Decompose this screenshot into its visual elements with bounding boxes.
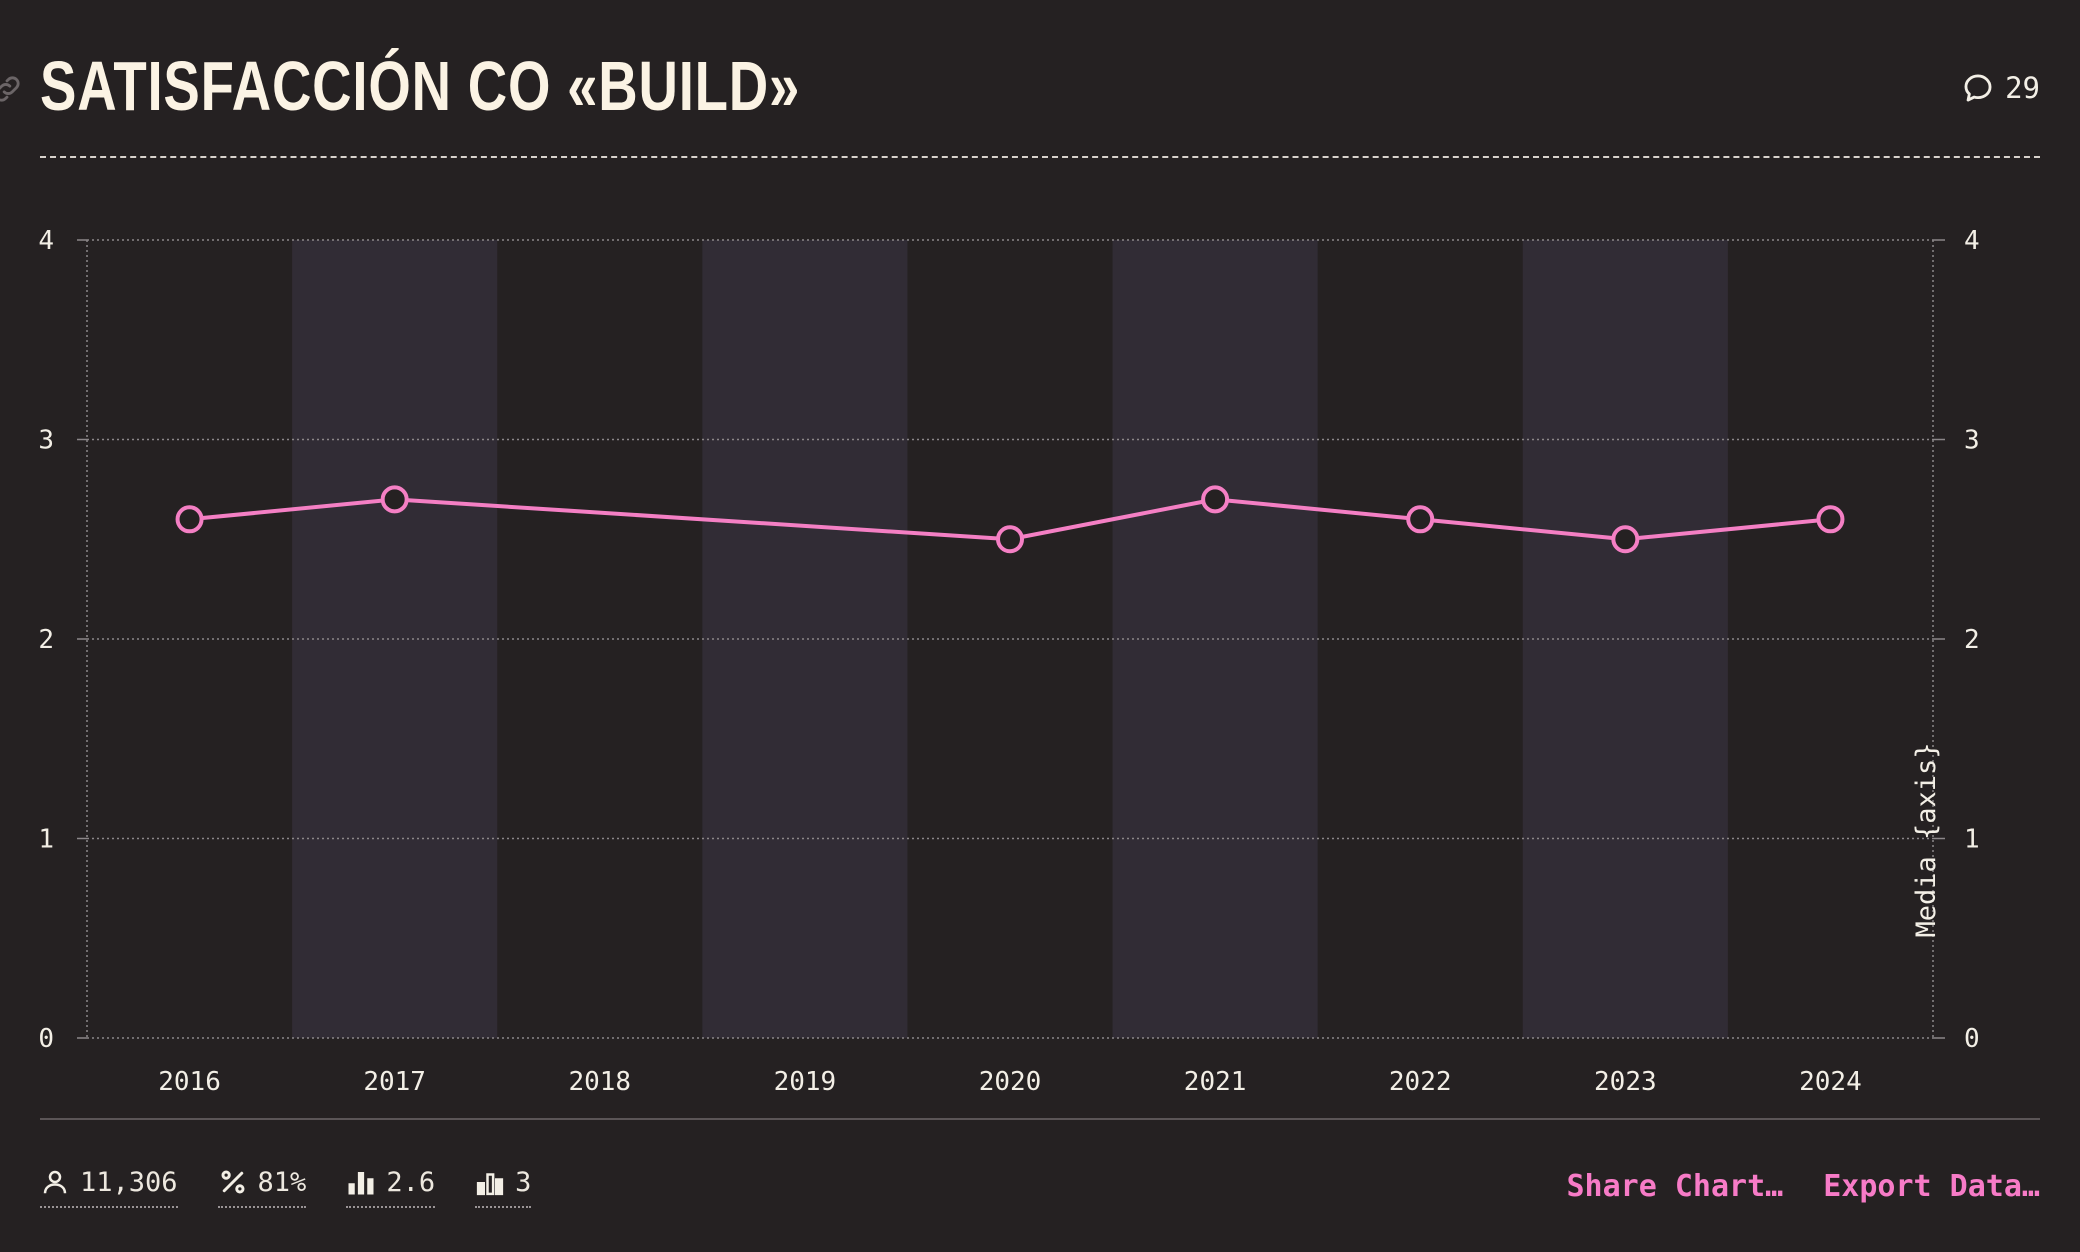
- y-tick-label: 1: [38, 825, 54, 855]
- x-tick-label: 2019: [774, 1067, 837, 1097]
- respondents-stat: 11,306: [40, 1164, 178, 1208]
- x-tick-label: 2017: [363, 1067, 426, 1097]
- bar-chart-icon: [348, 1172, 374, 1195]
- x-tick-label: 2021: [1184, 1067, 1247, 1097]
- line-chart: 0 0 1 1 2 2 3 3 4 4 2016 2017 2018 2019 2020 2021 2022 2…: [38, 226, 1980, 1097]
- link-icon[interactable]: [0, 72, 24, 106]
- x-tick-label: 2024: [1799, 1067, 1862, 1097]
- mean-value: 2.6: [386, 1166, 436, 1198]
- mean-stat: 2.6: [346, 1164, 436, 1208]
- export-data-button[interactable]: Export Data…: [1823, 1168, 2040, 1204]
- respondents-value: 11,306: [80, 1166, 178, 1198]
- percent-stat: 81%: [217, 1164, 307, 1208]
- x-tick-label: 2016: [158, 1067, 221, 1097]
- x-tick-label: 2018: [568, 1067, 631, 1097]
- data-point: [1201, 485, 1230, 514]
- y2-tick-label: 1: [1964, 825, 1980, 855]
- right-axis-label: Media {axis}: [1911, 742, 1942, 937]
- stats-bar: 11,306 81% 2.6 3: [40, 1164, 532, 1208]
- data-point: [1816, 505, 1845, 534]
- comment-count: 29: [2005, 71, 2040, 105]
- x-tick-label: 2020: [979, 1067, 1042, 1097]
- chart-title: SATISFACCIÓN CO «BUILD»: [40, 47, 801, 125]
- footer-divider: [40, 1118, 2040, 1120]
- bar-chart-outline-icon: [476, 1173, 504, 1196]
- percent-value: 81%: [257, 1166, 307, 1198]
- comments-button[interactable]: 29: [1961, 68, 2040, 108]
- data-point: [175, 505, 204, 534]
- y-tick-label: 4: [38, 226, 54, 256]
- y-tick-label: 2: [38, 625, 54, 655]
- person-icon: [43, 1170, 67, 1194]
- x-tick-label: 2023: [1594, 1067, 1657, 1097]
- percent-icon: [221, 1170, 245, 1194]
- header-divider: [40, 156, 2040, 158]
- y-tick-label: 3: [38, 426, 54, 456]
- y2-tick-label: 2: [1964, 625, 1980, 655]
- data-point: [996, 525, 1024, 554]
- data-point: [1406, 505, 1435, 534]
- y-tick-label: 0: [38, 1024, 54, 1054]
- comment-icon: [1964, 74, 1992, 102]
- y2-tick-label: 4: [1964, 226, 1980, 256]
- x-tick-label: 2022: [1389, 1067, 1452, 1097]
- chart-actions: Share Chart… Export Data…: [1567, 1164, 2041, 1208]
- data-point: [1611, 525, 1640, 554]
- data-point: [380, 485, 409, 514]
- median-stat: 3: [475, 1164, 532, 1208]
- share-chart-button[interactable]: Share Chart…: [1566, 1168, 1784, 1204]
- median-value: 3: [515, 1166, 532, 1198]
- y2-tick-label: 0: [1964, 1024, 1980, 1054]
- y2-tick-label: 3: [1964, 426, 1980, 456]
